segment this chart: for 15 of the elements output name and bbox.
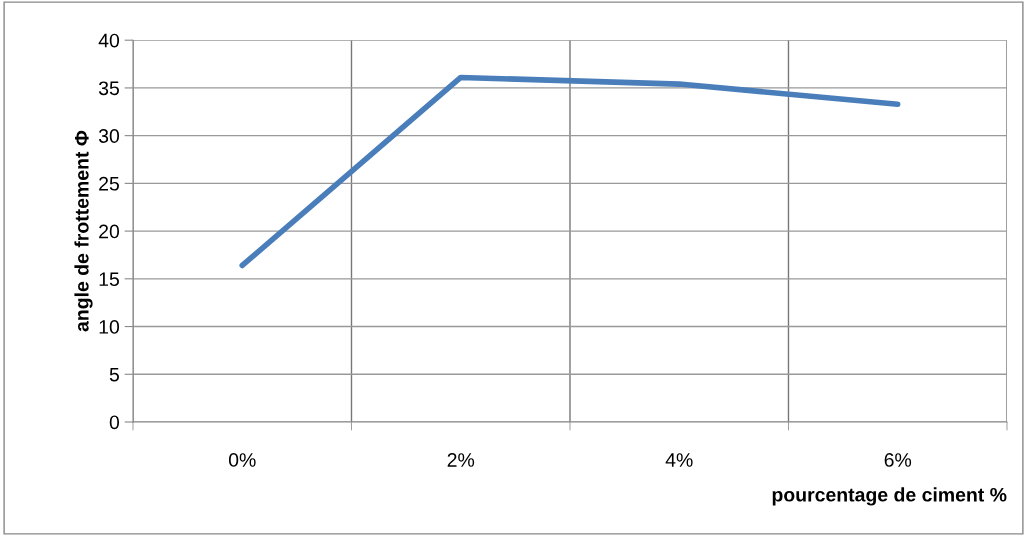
y-tick-label: 35 <box>98 81 119 96</box>
y-tick-label: 15 <box>99 272 119 287</box>
y-axis-title: angle de frottement Φ <box>74 130 93 332</box>
x-tick-label: 4% <box>665 453 693 467</box>
x-tick-label: 6% <box>884 453 912 467</box>
y-tick-label: 30 <box>98 129 120 143</box>
x-axis-title: pourcentage de ciment % <box>772 487 1007 506</box>
y-tick-label: 20 <box>99 224 120 239</box>
y-tick-label: 40 <box>98 33 120 48</box>
y-tick-label: 10 <box>99 320 120 334</box>
x-tick-label: 2% <box>447 453 475 467</box>
y-tick-label: 5 <box>109 367 119 382</box>
y-tick-label: 25 <box>99 176 119 191</box>
x-tick-label: 0% <box>228 453 256 467</box>
y-tick-label: 0 <box>109 415 120 430</box>
